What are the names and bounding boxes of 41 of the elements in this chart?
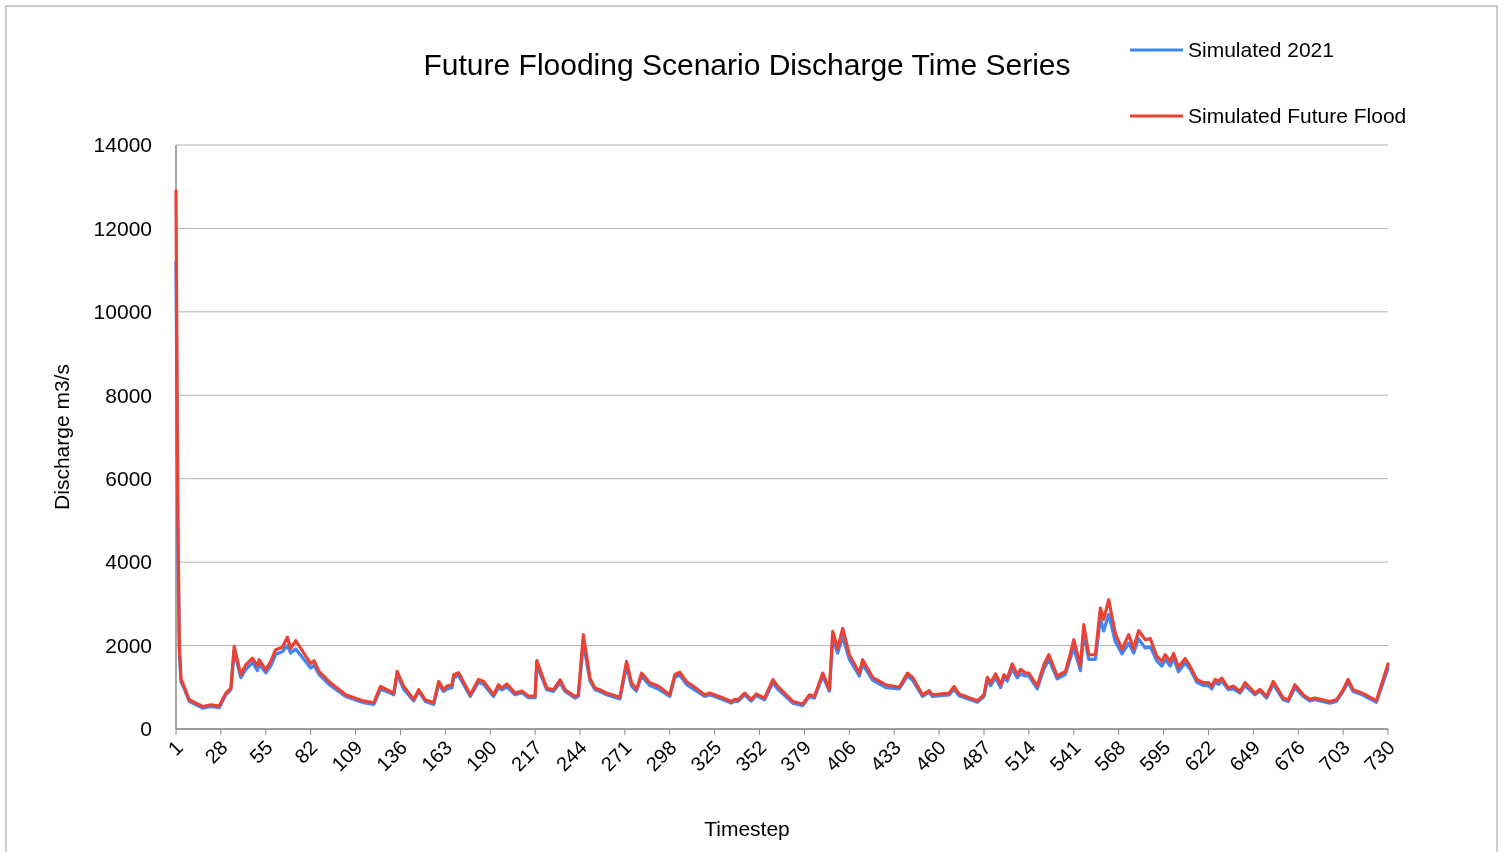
legend-label: Simulated 2021 [1188, 38, 1334, 62]
x-tick-label: 460 [910, 736, 950, 776]
x-tick-label: 55 [245, 736, 277, 768]
x-tick-label: 514 [1000, 736, 1040, 776]
x-tick-label: 298 [641, 736, 681, 776]
x-tick-label: 271 [596, 736, 636, 776]
y-tick-label: 12000 [93, 216, 152, 240]
x-tick-label: 541 [1045, 736, 1085, 776]
x-tick-label: 109 [327, 736, 367, 776]
x-tick-label: 136 [372, 736, 412, 776]
y-tick-label: 6000 [105, 467, 152, 491]
x-tick-label: 622 [1180, 736, 1220, 776]
y-axis-title: Discharge m3/s [50, 364, 73, 510]
x-tick-label: 730 [1359, 736, 1399, 776]
x-tick-label: 163 [417, 736, 457, 776]
y-tick-label: 8000 [105, 383, 152, 407]
y-tick-label: 14000 [93, 133, 152, 157]
x-tick-label: 352 [731, 736, 771, 776]
x-tick-label: 325 [686, 736, 726, 776]
x-tick-label: 649 [1225, 736, 1265, 776]
x-tick-label: 676 [1269, 736, 1310, 776]
x-tick-label: 568 [1090, 736, 1130, 776]
y-tick-label: 0 [140, 717, 152, 741]
y-tick-label: 2000 [105, 633, 152, 657]
x-tick-label: 433 [865, 736, 906, 776]
x-tick-label: 190 [461, 736, 502, 776]
x-tick-label: 244 [551, 736, 591, 776]
x-axis-title: Timestep [704, 817, 790, 840]
x-tick-label: 217 [506, 736, 546, 776]
x-tick-label: 406 [821, 736, 861, 776]
legend-label: Simulated Future Flood [1188, 104, 1407, 128]
x-tick-label: 28 [200, 736, 232, 768]
y-tick-label: 10000 [93, 300, 152, 324]
y-tick-label: 4000 [105, 550, 152, 574]
x-tick-label: 703 [1314, 736, 1354, 776]
x-tick-label: 82 [290, 736, 322, 768]
x-tick-label: 1 [163, 736, 187, 760]
x-tick-label: 379 [776, 736, 816, 776]
x-tick-label: 487 [955, 736, 995, 776]
x-tick-label: 595 [1135, 736, 1175, 776]
chart-title: Future Flooding Scenario Discharge Time Series [423, 48, 1071, 81]
